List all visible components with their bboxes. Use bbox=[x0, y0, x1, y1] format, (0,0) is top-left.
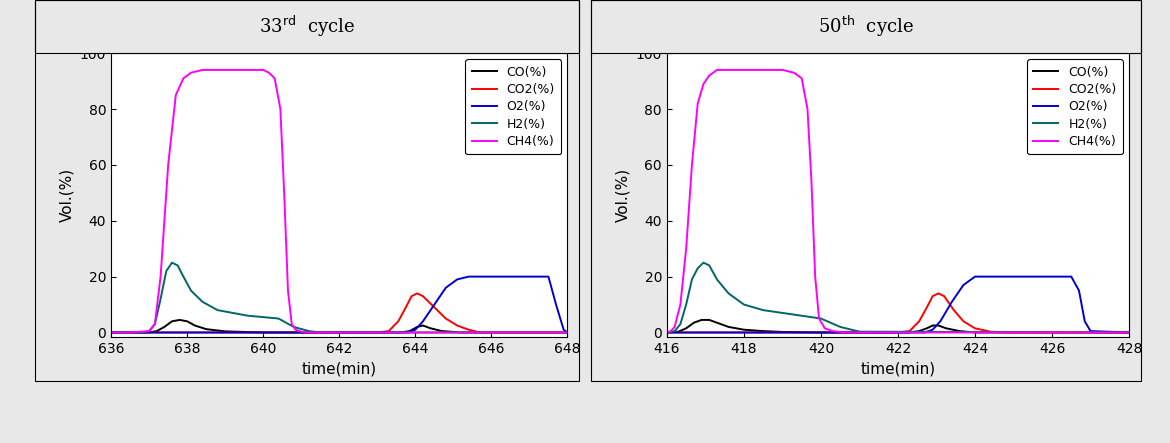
Y-axis label: Vol.(%): Vol.(%) bbox=[615, 168, 631, 222]
Text: 50$^{\mathrm{th}}$  cycle: 50$^{\mathrm{th}}$ cycle bbox=[818, 14, 914, 39]
Text: 33$^{\mathrm{rd}}$  cycle: 33$^{\mathrm{rd}}$ cycle bbox=[259, 14, 356, 39]
Y-axis label: Vol.(%): Vol.(%) bbox=[60, 168, 75, 222]
Legend: CO(%), CO2(%), O2(%), H2(%), CH4(%): CO(%), CO2(%), O2(%), H2(%), CH4(%) bbox=[466, 59, 562, 155]
Text: IMP Ni012: IMP Ni012 bbox=[121, 32, 207, 47]
X-axis label: time(min): time(min) bbox=[302, 361, 377, 376]
Legend: CO(%), CO2(%), O2(%), H2(%), CH4(%): CO(%), CO2(%), O2(%), H2(%), CH4(%) bbox=[1027, 59, 1123, 155]
X-axis label: time(min): time(min) bbox=[860, 361, 936, 376]
Text: IMP Ni012: IMP Ni012 bbox=[676, 32, 763, 47]
